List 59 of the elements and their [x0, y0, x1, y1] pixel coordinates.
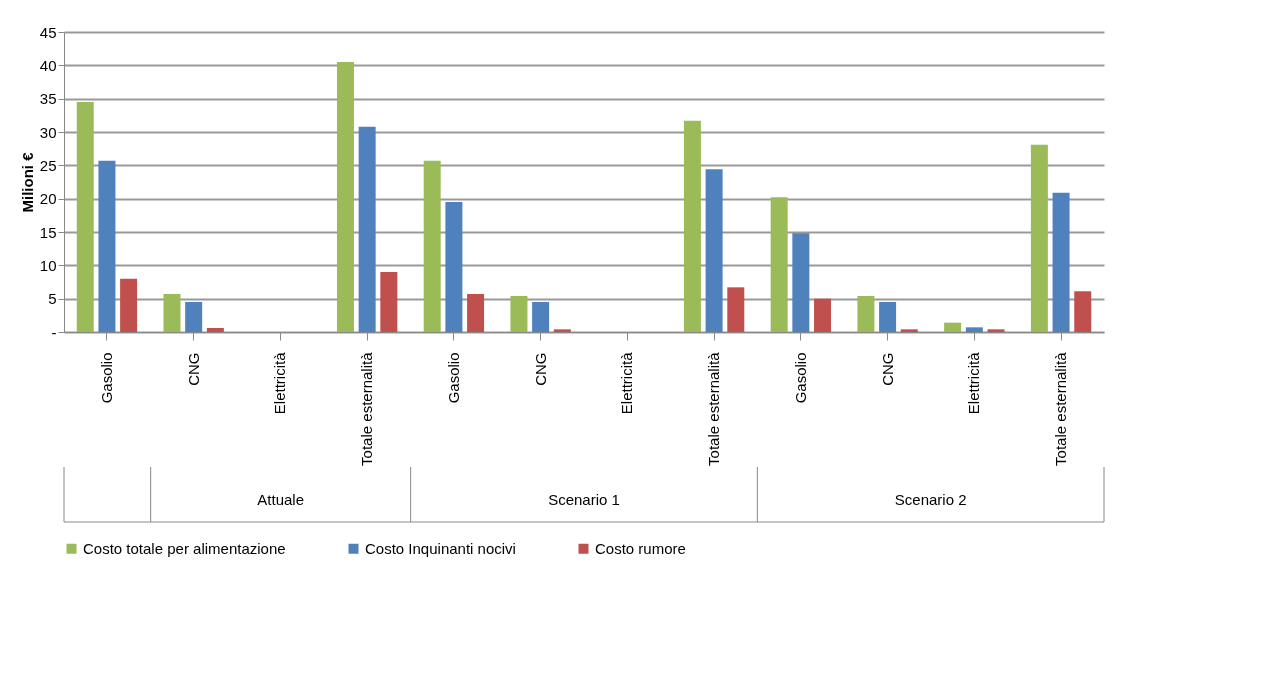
y-tick-label: - [51, 323, 57, 341]
bar [965, 327, 983, 332]
bar [336, 62, 354, 332]
x-tick-label: Elettricità [618, 351, 636, 415]
y-tick-label: 25 [39, 156, 57, 174]
x-tick-label: Totale esternalità [1052, 351, 1070, 466]
bar [553, 329, 571, 332]
y-tick-label: 40 [39, 56, 57, 74]
legend-label: Costo Inquinanti nocivi [365, 539, 516, 557]
x-tick-label: CNG [184, 352, 202, 386]
bar [98, 160, 116, 332]
bar [76, 102, 94, 332]
bar [987, 329, 1005, 332]
bar [206, 328, 224, 332]
bar [683, 120, 701, 332]
x-tick-label: Totale esternalità [358, 351, 376, 466]
legend-label: Costo rumore [595, 539, 686, 557]
text: Scenario 1 [548, 491, 620, 508]
bar [770, 197, 788, 332]
x-tick-label: Gasolio [791, 352, 809, 404]
bar [705, 169, 723, 332]
bar [467, 294, 485, 332]
bar [423, 160, 441, 332]
y-tick-label: 45 [39, 23, 57, 41]
bar [163, 294, 181, 332]
bar [727, 287, 745, 332]
x-tick-label: CNG [531, 352, 549, 386]
y-tick-label: 30 [39, 123, 57, 141]
y-tick-label: 5 [48, 290, 57, 308]
bar [1030, 144, 1048, 332]
bar [879, 302, 897, 332]
bar [510, 296, 528, 332]
bar [792, 233, 810, 332]
bar [944, 322, 962, 332]
y-tick-label: 20 [39, 190, 57, 208]
text: Scenario 2 [894, 491, 967, 508]
bar [380, 272, 398, 332]
x-tick-label: Elettricità [271, 351, 289, 415]
text: Attuale [257, 491, 305, 508]
bar [120, 278, 138, 332]
y-tick-label: 10 [39, 256, 57, 274]
y-tick-label: 35 [39, 90, 57, 108]
bar [1052, 192, 1070, 332]
x-tick-label: Elettricità [965, 351, 983, 415]
y-tick-label: 15 [39, 223, 57, 241]
x-tick-label: Totale esternalità [705, 351, 723, 466]
x-tick-label: CNG [878, 352, 896, 386]
bar [445, 202, 463, 332]
bar [358, 126, 376, 332]
bar [900, 329, 918, 332]
x-tick-label: Gasolio [444, 352, 462, 404]
bar [185, 302, 203, 332]
x-tick-label: Gasolio [97, 352, 115, 404]
bar [814, 298, 832, 332]
bar [857, 296, 875, 332]
legend-label: Costo totale per alimentazione [83, 539, 286, 557]
bar [532, 302, 550, 332]
y-axis-title: Milioni € [18, 151, 36, 213]
bar [1074, 291, 1092, 332]
